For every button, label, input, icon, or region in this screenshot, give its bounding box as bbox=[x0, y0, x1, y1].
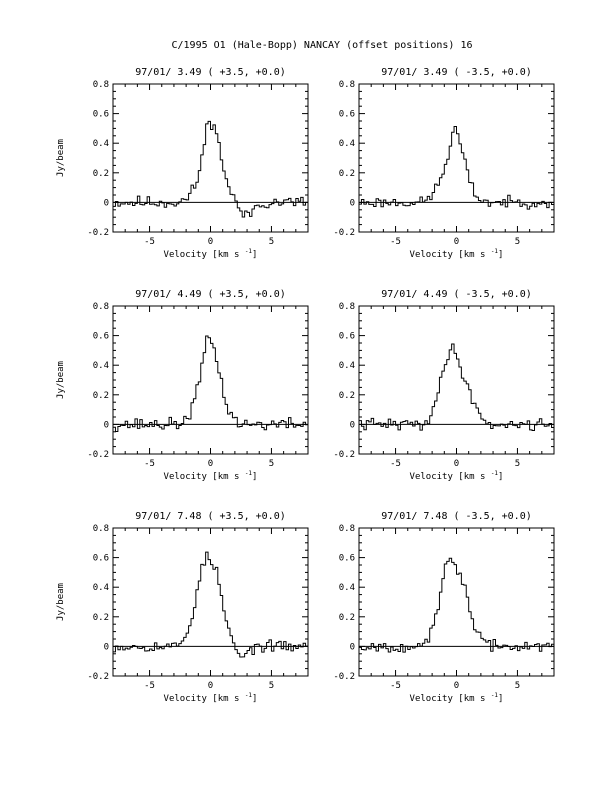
y-tick-label: -0.2 bbox=[87, 450, 109, 460]
panel-title: 97/01/ 4.49 ( -3.5, +0.0) bbox=[381, 289, 532, 300]
spectrum-panel-3: 97/01/ 4.49 ( +3.5, +0.0) -5 0 5 -0.2 0 0.2 0.4… bbox=[56, 289, 309, 482]
panel-title: 97/01/ 3.49 ( +3.5, +0.0) bbox=[135, 67, 286, 78]
y-tick-label: 0.4 bbox=[339, 583, 355, 593]
x-tick-label: -5 bbox=[144, 681, 155, 691]
x-tick-label: 5 bbox=[515, 237, 520, 247]
x-axis-label: Velocity [km s -1] bbox=[410, 248, 504, 260]
x-tick-label: -5 bbox=[390, 237, 401, 247]
y-tick-label: 0.6 bbox=[93, 554, 109, 564]
x-tick-label: 5 bbox=[515, 681, 520, 691]
figure-title: C/1995 O1 (Hale-Bopp) NANCAY (offset pos… bbox=[171, 40, 472, 51]
x-tick-label: -5 bbox=[144, 459, 155, 469]
y-tick-label: 0.8 bbox=[339, 524, 355, 534]
spectrum-line bbox=[359, 343, 554, 432]
y-axis-label: Jy/beam bbox=[56, 139, 66, 177]
y-tick-label: 0 bbox=[350, 642, 355, 652]
spectrum-panel-1: 97/01/ 3.49 ( +3.5, +0.0) -5 0 5 -0.2 0 0.2 0.4… bbox=[56, 67, 309, 260]
y-tick-label: 0.6 bbox=[339, 554, 355, 564]
spectrum-panel-6: 97/01/ 7.48 ( -3.5, +0.0) -5 0 5 -0.2 0 0.2 0.4… bbox=[333, 511, 555, 704]
y-tick-label: -0.2 bbox=[87, 672, 109, 682]
y-tick-label: 0.2 bbox=[93, 613, 109, 623]
y-tick-label: -0.2 bbox=[333, 450, 355, 460]
y-tick-label: 0 bbox=[104, 198, 109, 208]
y-tick-label: 0.8 bbox=[93, 524, 109, 534]
y-tick-label: 0.8 bbox=[339, 80, 355, 90]
plot-frame bbox=[112, 305, 309, 455]
x-axis-label: Velocity [km s -1] bbox=[164, 692, 258, 704]
y-tick-label: 0 bbox=[104, 642, 109, 652]
y-tick-label: 0.4 bbox=[93, 139, 109, 149]
x-tick-label: 5 bbox=[515, 459, 520, 469]
plot-frame bbox=[112, 83, 309, 233]
x-tick-label: 0 bbox=[208, 681, 213, 691]
panel-grid: 97/01/ 3.49 ( +3.5, +0.0) -5 0 5 -0.2 0 0.2 0.4… bbox=[56, 67, 555, 704]
x-tick-label: -5 bbox=[390, 459, 401, 469]
y-tick-label: 0.4 bbox=[93, 583, 109, 593]
y-tick-label: 0.4 bbox=[339, 139, 355, 149]
x-tick-label: 0 bbox=[208, 459, 213, 469]
y-tick-label: 0.2 bbox=[339, 613, 355, 623]
y-axis-label: Jy/beam bbox=[56, 361, 66, 399]
y-tick-label: 0.4 bbox=[339, 361, 355, 371]
y-tick-label: 0.6 bbox=[93, 332, 109, 342]
y-tick-label: 0.8 bbox=[339, 302, 355, 312]
x-tick-label: 5 bbox=[269, 681, 274, 691]
panel-title: 97/01/ 7.48 ( -3.5, +0.0) bbox=[381, 511, 532, 522]
y-tick-label: -0.2 bbox=[87, 228, 109, 238]
x-tick-label: 0 bbox=[208, 237, 213, 247]
y-tick-label: 0.4 bbox=[93, 361, 109, 371]
plot-frame bbox=[112, 527, 309, 677]
y-tick-label: 0.6 bbox=[339, 332, 355, 342]
y-tick-label: -0.2 bbox=[333, 672, 355, 682]
y-tick-label: 0.2 bbox=[93, 169, 109, 179]
y-tick-label: 0.8 bbox=[93, 80, 109, 90]
x-axis-label: Velocity [km s -1] bbox=[164, 248, 258, 260]
y-tick-label: 0.6 bbox=[339, 110, 355, 120]
y-axis-label: Jy/beam bbox=[56, 583, 66, 621]
x-tick-label: 5 bbox=[269, 237, 274, 247]
x-tick-label: -5 bbox=[390, 681, 401, 691]
x-tick-label: 0 bbox=[454, 237, 459, 247]
spectrum-panel-2: 97/01/ 3.49 ( -3.5, +0.0) -5 0 5 -0.2 0 0.2 0.4… bbox=[333, 67, 555, 260]
y-tick-label: 0.6 bbox=[93, 110, 109, 120]
y-tick-label: -0.2 bbox=[333, 228, 355, 238]
y-tick-label: 0.2 bbox=[339, 391, 355, 401]
x-tick-label: 0 bbox=[454, 681, 459, 691]
x-tick-label: -5 bbox=[144, 237, 155, 247]
panel-title: 97/01/ 4.49 ( +3.5, +0.0) bbox=[135, 289, 286, 300]
y-tick-label: 0.2 bbox=[93, 391, 109, 401]
spectrum-line bbox=[113, 120, 308, 218]
spectrum-panel-4: 97/01/ 4.49 ( -3.5, +0.0) -5 0 5 -0.2 0 0.2 0.4… bbox=[333, 289, 555, 482]
spectrum-line bbox=[113, 551, 308, 658]
spectrum-line bbox=[113, 335, 308, 432]
spectrum-line bbox=[359, 557, 554, 653]
y-tick-label: 0.8 bbox=[93, 302, 109, 312]
y-tick-label: 0 bbox=[104, 420, 109, 430]
panel-title: 97/01/ 3.49 ( -3.5, +0.0) bbox=[381, 67, 532, 78]
x-tick-label: 5 bbox=[269, 459, 274, 469]
y-tick-label: 0 bbox=[350, 420, 355, 430]
y-tick-label: 0 bbox=[350, 198, 355, 208]
spectrum-line bbox=[359, 125, 554, 210]
x-tick-label: 0 bbox=[454, 459, 459, 469]
x-axis-label: Velocity [km s -1] bbox=[410, 692, 504, 704]
plot-frame bbox=[358, 527, 555, 677]
plot-frame bbox=[358, 305, 555, 455]
spectrum-panel-5: 97/01/ 7.48 ( +3.5, +0.0) -5 0 5 -0.2 0 0.2 0.4… bbox=[56, 511, 309, 704]
y-tick-label: 0.2 bbox=[339, 169, 355, 179]
x-axis-label: Velocity [km s -1] bbox=[164, 470, 258, 482]
plot-frame bbox=[358, 83, 555, 233]
panel-title: 97/01/ 7.48 ( +3.5, +0.0) bbox=[135, 511, 286, 522]
x-axis-label: Velocity [km s -1] bbox=[410, 470, 504, 482]
